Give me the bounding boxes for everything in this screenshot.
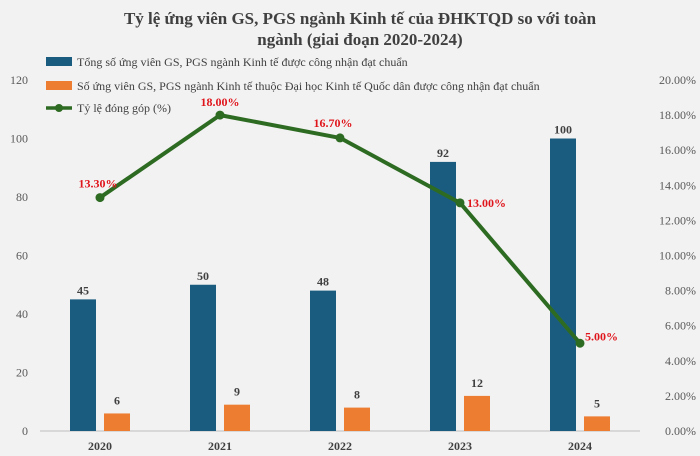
bar-total [430, 161, 456, 431]
y-right-tick-label: 4.00% [665, 354, 696, 368]
ratio-point [455, 198, 465, 208]
y-left-tick-label: 80 [16, 190, 28, 204]
legend-label-neu: Số ứng viên GS, PGS ngành Kinh tế thuộc … [77, 79, 540, 93]
bar-total [70, 299, 96, 431]
y-right-tick-label: 16.00% [659, 143, 696, 157]
ratio-point-label: 13.30% [79, 177, 118, 191]
bar-neu [104, 413, 130, 431]
ratio-point [575, 338, 585, 348]
x-tick-label: 2022 [328, 439, 352, 453]
y-right-tick-label: 2.00% [665, 389, 696, 403]
ratio-point-label: 5.00% [585, 329, 618, 343]
bar-neu [584, 416, 610, 431]
ratio-point [335, 133, 345, 143]
y-right-tick-label: 10.00% [659, 249, 696, 263]
ratio-point [215, 110, 225, 120]
bar-total-label: 92 [437, 146, 449, 160]
y-right-tick-label: 14.00% [659, 178, 696, 192]
bar-neu-label: 8 [354, 388, 360, 402]
legend-marker-ratio [55, 104, 63, 112]
bar-neu [464, 395, 490, 431]
bar-total-label: 50 [197, 269, 209, 283]
ratio-point-label: 18.00% [201, 95, 240, 109]
legend-label-ratio: Tỷ lệ đóng góp (%) [77, 101, 171, 115]
y-right-tick-label: 8.00% [665, 284, 696, 298]
y-right-tick-label: 0.00% [665, 424, 696, 438]
chart-title: Tỷ lệ ứng viên GS, PGS ngành Kinh tế của… [124, 9, 597, 49]
x-tick-label: 2020 [88, 439, 112, 453]
y-right-tick-label: 6.00% [665, 319, 696, 333]
bar-neu-label: 9 [234, 385, 240, 399]
bar-total-label: 45 [77, 283, 89, 297]
bar-neu [224, 404, 250, 431]
y-right-tick-label: 12.00% [659, 213, 696, 227]
x-tick-label: 2023 [448, 439, 472, 453]
ratio-point-label: 13.00% [467, 196, 506, 210]
data-labels: 45 6 50 9 48 8 92 12 100 5 13.30% 18.00% 16.70% 13.00… [77, 95, 618, 410]
ratio-point [95, 193, 105, 203]
y-left-tick-label: 120 [10, 73, 28, 87]
legend-swatch-total [46, 57, 72, 66]
bar-neu-label: 12 [471, 376, 483, 390]
legend-swatch-neu [46, 81, 72, 90]
legend: Tổng số ứng viên GS, PGS ngành Kinh tế đ… [46, 55, 540, 115]
bar-total [550, 138, 576, 431]
bar-neu-label: 5 [594, 396, 600, 410]
chart-title-line-2: ngành (giai đoạn 2020-2024) [257, 30, 462, 49]
ratio-line [98, 113, 582, 345]
y-right-tick-label: 20.00% [659, 73, 696, 87]
ratio-point-label: 16.70% [314, 116, 353, 130]
legend-label-total: Tổng số ứng viên GS, PGS ngành Kinh tế đ… [77, 55, 408, 69]
y-left-tick-label: 100 [10, 132, 28, 146]
y-left-tick-label: 0 [22, 424, 28, 438]
bar-total [310, 290, 336, 431]
y-left-tick-label: 60 [16, 249, 28, 263]
line-series [95, 110, 585, 348]
axes: 0 20 40 60 80 100 120 0.00% 2.00% 4.00% 6.00% 8.00%… [10, 73, 696, 453]
bar-total-label: 100 [554, 123, 572, 137]
bar-total-label: 48 [317, 275, 329, 289]
bar-neu [344, 407, 370, 431]
x-tick-label: 2021 [208, 439, 232, 453]
y-left-tick-label: 40 [16, 307, 28, 321]
y-left-tick-label: 20 [16, 366, 28, 380]
bar-total [190, 284, 216, 431]
chart-title-line-1: Tỷ lệ ứng viên GS, PGS ngành Kinh tế của… [124, 9, 597, 28]
x-tick-label: 2024 [568, 439, 592, 453]
bars [70, 138, 610, 431]
y-right-tick-label: 18.00% [659, 108, 696, 122]
bar-neu-label: 6 [114, 393, 120, 407]
